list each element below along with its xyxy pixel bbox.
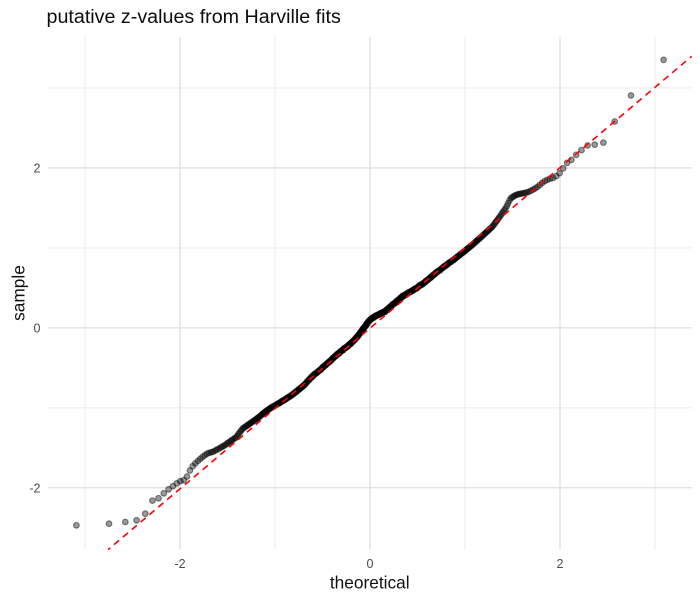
svg-text:2: 2 <box>557 557 564 571</box>
svg-text:theoretical: theoretical <box>330 573 410 593</box>
svg-text:putative z-values from Harvill: putative z-values from Harville fits <box>47 6 341 28</box>
svg-text:0: 0 <box>34 322 41 336</box>
svg-text:2: 2 <box>34 162 41 176</box>
svg-text:sample: sample <box>9 265 29 321</box>
svg-text:0: 0 <box>367 557 374 571</box>
svg-text:-2: -2 <box>174 557 185 571</box>
svg-text:-2: -2 <box>29 481 40 495</box>
